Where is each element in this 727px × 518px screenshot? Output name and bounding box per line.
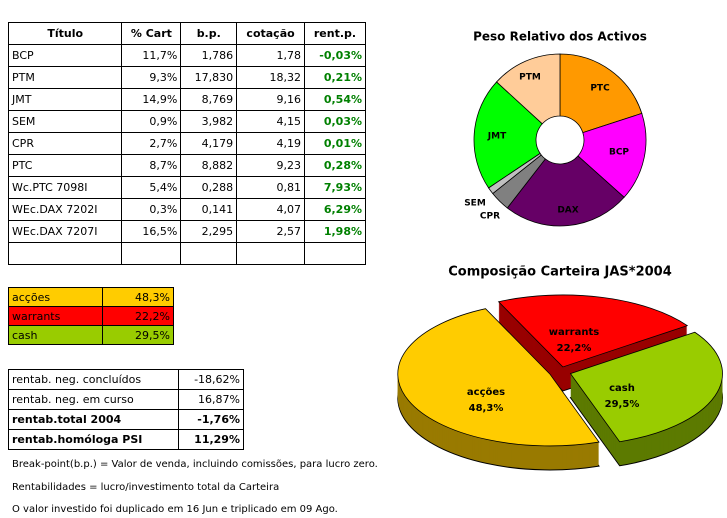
table-cell: 48,3% — [101, 287, 175, 307]
slice-value-label: 22,2% — [557, 343, 592, 354]
slice — [496, 53, 561, 125]
slice-label: CPR — [480, 212, 500, 222]
table-cell: 8,7% — [121, 154, 182, 177]
slice — [497, 294, 689, 368]
slice — [506, 155, 625, 227]
table-row: rentab.total 2004 -1,76% — [8, 409, 245, 430]
slice — [397, 308, 600, 447]
table-cell: 17,830 — [180, 66, 238, 89]
table-cell: Wc.PTC 7098I — [7, 176, 123, 199]
table-cell: 14,9% — [121, 88, 182, 111]
table-cell: 0,9% — [121, 110, 182, 133]
slice-label: PTC — [590, 84, 610, 94]
table-cell: 2,295 — [180, 220, 238, 243]
table-row: Wc.PTC 7098I 5,4% 0,288 0,81 7,93% — [7, 176, 367, 199]
note: Break-point(b.p.) = Valor de venda, incl… — [12, 459, 378, 470]
asset-table: Título% Cart b.p. cotação rent.p. BCP 11,7% 1… — [7, 22, 367, 265]
table-cell: 2,7% — [121, 132, 182, 155]
table-row: rentab.homóloga PSI 11,29% — [8, 429, 245, 450]
table-cell: 0,03% — [303, 110, 367, 133]
slice — [577, 112, 647, 198]
slice-value-label: 29,5% — [605, 399, 640, 410]
slice-label: warrants — [549, 327, 599, 338]
table-cell: 29,5% — [101, 325, 175, 345]
allocation-table: acções 48,3% warrants 22,2% cash 29,5% — [8, 287, 175, 345]
slice — [559, 53, 643, 134]
slice-label: DAX — [557, 206, 578, 216]
table-row: cash 29,5% — [8, 325, 175, 345]
table-row: acções 48,3% — [8, 287, 175, 307]
table-cell: rentab.homóloga PSI — [8, 429, 179, 450]
table-cell: 0,28% — [303, 154, 367, 177]
note: O valor investido foi duplicado em 16 Ju… — [12, 504, 338, 515]
table-cell: rentab. neg. concluídos — [8, 369, 179, 390]
table-row: warrants 22,2% — [8, 306, 175, 326]
table-row: WEc.DAX 7207I 16,5% 2,295 2,57 1,98% — [7, 220, 367, 243]
summary-table: rentab. neg. concluídos -18,62% rentab. ne… — [8, 369, 245, 450]
empty-cell — [303, 242, 367, 265]
table-cell: 11,29% — [177, 429, 245, 450]
table-cell: cash — [8, 325, 103, 345]
table-cell: rentab.total 2004 — [8, 409, 179, 430]
table-cell: -0,03% — [303, 44, 367, 67]
table-cell: 8,769 — [180, 88, 238, 111]
slice-label: acções — [467, 387, 505, 398]
table-row: JMT 14,9% 8,769 9,16 0,54% — [7, 88, 367, 111]
table-cell: 22,2% — [101, 306, 175, 326]
slice-label: SEM — [464, 199, 486, 209]
empty-cell — [121, 242, 182, 265]
table-row: PTM 9,3% 17,830 18,32 0,21% — [7, 66, 367, 89]
slice-label: JMT — [487, 132, 507, 142]
empty-row — [7, 242, 367, 265]
table-cell: JMT — [7, 88, 123, 111]
header-row: Título% Cart b.p. cotação rent.p. — [7, 22, 367, 45]
chart-title: Peso Relativo dos Activos — [473, 30, 647, 44]
slice — [569, 331, 723, 443]
note: Rentabilidades = lucro/investimento tota… — [12, 482, 280, 493]
slice-label: BCP — [609, 148, 629, 158]
chart-title: Composição Carteira JAS*2004 — [448, 265, 672, 280]
table-cell: -18,62% — [177, 369, 245, 390]
slice-label: PTM — [519, 73, 541, 83]
table-cell: 8,882 — [180, 154, 238, 177]
table-row: SEM 0,9% 3,982 4,15 0,03% — [7, 110, 367, 133]
empty-cell — [7, 242, 123, 265]
table-cell: WEc.DAX 7207I — [7, 220, 123, 243]
slice-value-label: 48,3% — [469, 403, 504, 414]
table-cell: 0,54% — [303, 88, 367, 111]
header-cell: rent.p. — [303, 22, 367, 45]
table-row: rentab. neg. concluídos -18,62% — [8, 369, 245, 390]
table-cell: 0,01% — [303, 132, 367, 155]
table-cell: 7,93% — [303, 176, 367, 199]
slice-label: cash — [609, 383, 635, 394]
